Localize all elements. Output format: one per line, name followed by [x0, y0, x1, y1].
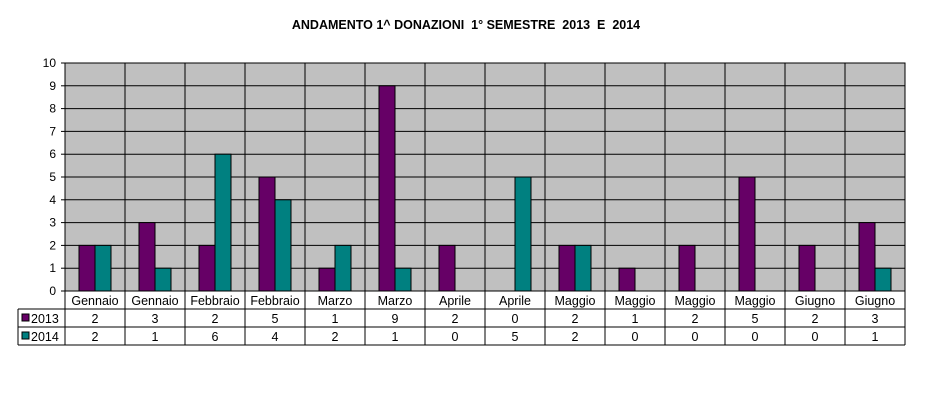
y-tick-label: 6 [49, 147, 56, 161]
bar-2013-14 [858, 222, 876, 292]
data-label-2013: 2 [812, 312, 819, 326]
data-label-2014: 5 [512, 330, 519, 344]
y-axis-ticks: 0 1 2 3 4 5 6 7 8 9 10 [43, 56, 65, 298]
data-label-2014: 1 [872, 330, 879, 344]
bar-2014-6 [394, 267, 412, 292]
legend-label-2013: 2013 [31, 312, 59, 326]
data-label-2013: 2 [572, 312, 579, 326]
chart-title: ANDAMENTO 1^ DONAZIONI 1° SEMESTRE 2013 … [292, 18, 640, 32]
data-table: Gennaio Gennaio Febbraio Febbraio Marzo Marzo… [17, 291, 906, 346]
x-category-label: Gennaio [71, 294, 118, 308]
bar-2014-4 [274, 199, 292, 292]
legend-swatch-2014 [21, 331, 30, 340]
data-label-2014: 2 [572, 330, 579, 344]
y-tick-label: 8 [49, 102, 56, 116]
bar-2013-3 [198, 244, 216, 292]
bar-2014-2 [154, 267, 172, 292]
data-label-2014: 0 [752, 330, 759, 344]
bar-2014-9 [574, 244, 592, 292]
data-label-2014: 1 [152, 330, 159, 344]
y-tick-label: 5 [49, 170, 56, 184]
data-label-2013: 2 [92, 312, 99, 326]
data-label-2013: 2 [452, 312, 459, 326]
data-label-2014: 0 [452, 330, 459, 344]
x-category-label: Aprile [439, 294, 471, 308]
bar-2013-7 [438, 244, 456, 292]
bar-2014-14 [874, 267, 892, 292]
y-tick-label: 1 [49, 261, 56, 275]
x-category-label: Febbraio [190, 294, 239, 308]
x-category-label: Giugno [795, 294, 835, 308]
data-label-2013: 1 [632, 312, 639, 326]
data-label-2014: 0 [812, 330, 819, 344]
x-category-label: Maggio [675, 294, 716, 308]
bar-2013-12 [738, 176, 756, 292]
data-label-2014: 4 [272, 330, 279, 344]
data-label-2013: 5 [752, 312, 759, 326]
bar-2013-13 [798, 244, 816, 292]
data-label-2013: 2 [212, 312, 219, 326]
bar-2014-1 [94, 244, 112, 292]
y-tick-label: 3 [49, 216, 56, 230]
x-category-label: Febbraio [250, 294, 299, 308]
data-label-2013: 3 [152, 312, 159, 326]
data-label-2014: 0 [692, 330, 699, 344]
x-category-label: Giugno [855, 294, 895, 308]
y-tick-label: 9 [49, 79, 56, 93]
x-category-label: Marzo [378, 294, 413, 308]
data-label-2014: 1 [392, 330, 399, 344]
data-label-2013: 2 [692, 312, 699, 326]
bar-2013-5 [318, 267, 336, 292]
data-label-2013: 3 [872, 312, 879, 326]
y-tick-label: 4 [49, 193, 56, 207]
y-tick-label: 10 [43, 56, 57, 70]
x-category-label: Aprile [499, 294, 531, 308]
y-tick-label: 7 [49, 124, 56, 138]
bar-2013-2 [138, 222, 156, 292]
x-category-label: Marzo [318, 294, 353, 308]
bar-2014-8 [514, 176, 532, 292]
x-category-label: Maggio [555, 294, 596, 308]
legend-swatch-2013 [21, 313, 30, 322]
data-label-2014: 6 [212, 330, 219, 344]
bar-2014-3 [214, 153, 232, 292]
bar-2013-6 [378, 85, 396, 292]
bars [78, 85, 892, 292]
data-label-2013: 9 [392, 312, 399, 326]
x-category-label: Gennaio [131, 294, 178, 308]
data-label-2014: 2 [92, 330, 99, 344]
x-category-label: Maggio [735, 294, 776, 308]
data-label-2014: 2 [332, 330, 339, 344]
bar-2013-1 [78, 244, 96, 292]
bar-2013-11 [678, 244, 696, 292]
y-tick-label: 2 [49, 238, 56, 252]
bar-2013-9 [558, 244, 576, 292]
bar-2014-5 [334, 244, 352, 292]
data-label-2013: 5 [272, 312, 279, 326]
data-label-2013: 0 [512, 312, 519, 326]
bar-2013-10 [618, 267, 636, 292]
data-label-2014: 0 [632, 330, 639, 344]
bar-2013-4 [258, 176, 276, 292]
y-tick-label: 0 [49, 284, 56, 298]
legend-label-2014: 2014 [31, 330, 59, 344]
x-category-label: Maggio [615, 294, 656, 308]
data-label-2013: 1 [332, 312, 339, 326]
